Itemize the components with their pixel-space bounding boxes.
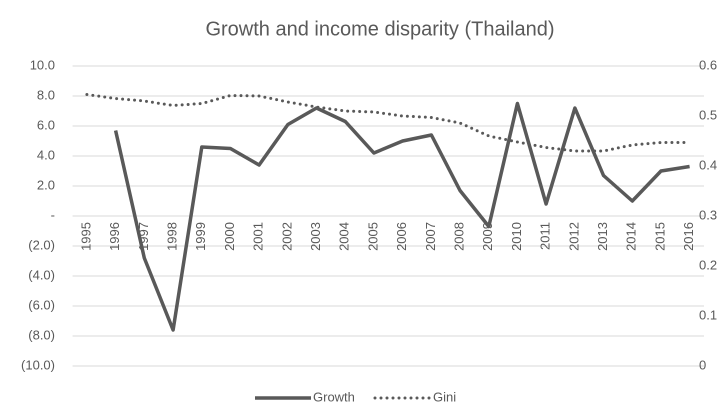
y2-tick-label: 0.3 <box>699 207 717 222</box>
y2-tick-label: 0.6 <box>699 57 717 72</box>
x-tick-label: 2007 <box>423 222 438 251</box>
x-tick-label: 2006 <box>394 222 409 251</box>
x-tick-label: 2015 <box>652 222 667 251</box>
x-tick-label: 2000 <box>222 222 237 251</box>
series-line <box>113 101 690 332</box>
x-tick-label: 2001 <box>251 222 266 251</box>
x-tick-label: 2016 <box>681 222 696 251</box>
y-tick-label: (2.0) <box>28 237 55 252</box>
x-tick-label: 2014 <box>624 222 639 251</box>
legend-label: Growth <box>313 389 355 404</box>
legend-label: Gini <box>433 389 456 404</box>
x-tick-label: 2013 <box>595 222 610 251</box>
x-tick-label: 2005 <box>365 222 380 251</box>
y-tick-label: (8.0) <box>28 327 55 342</box>
y-tick-label: 2.0 <box>37 177 55 192</box>
y-tick-label: (10.0) <box>21 357 55 372</box>
x-tick-label: 2009 <box>480 222 495 251</box>
x-tick-label: 1999 <box>193 222 208 251</box>
x-tick-label: 2004 <box>337 222 352 251</box>
y2-tick-label: 0 <box>699 357 706 372</box>
y-tick-label: 4.0 <box>37 147 55 162</box>
x-tick-label: 1998 <box>164 222 179 251</box>
x-tick-label: 1995 <box>78 222 93 251</box>
y-tick-label: 8.0 <box>37 87 55 102</box>
chart-title: Growth and income disparity (Thailand) <box>205 18 554 40</box>
x-tick-label: 2012 <box>566 222 581 251</box>
series-line <box>85 93 692 153</box>
y-tick-label: 10.0 <box>30 57 55 72</box>
y-tick-label: 6.0 <box>37 117 55 132</box>
y2-tick-label: 0.5 <box>699 107 717 122</box>
x-tick-label: 2008 <box>451 222 466 251</box>
y2-tick-label: 0.4 <box>699 157 717 172</box>
y2-tick-label: 0.2 <box>699 257 717 272</box>
y-tick-label: - <box>51 207 55 222</box>
x-tick-label: 2010 <box>509 222 524 251</box>
x-tick-label: 2002 <box>279 222 294 251</box>
x-tick-label: 1996 <box>107 222 122 251</box>
x-tick-label: 2011 <box>538 222 553 250</box>
y-tick-label: (4.0) <box>28 267 55 282</box>
y2-tick-label: 0.1 <box>699 307 717 322</box>
x-tick-label: 2003 <box>308 222 323 251</box>
y-tick-label: (6.0) <box>28 297 55 312</box>
